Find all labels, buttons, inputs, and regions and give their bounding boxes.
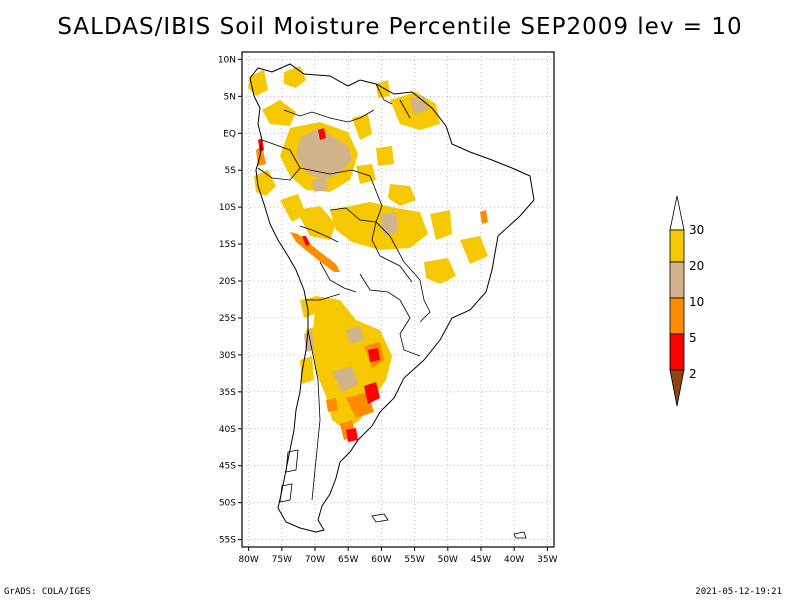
colorbar-segment-2-5 [669,333,685,371]
islands [279,449,527,539]
colorbar-segment-5-10 [669,297,685,335]
y-tick-label: 20S [219,277,236,287]
y-tick-label: 10S [219,203,236,213]
y-tick-label: 5N [224,92,236,102]
colorbar-segment-20-30 [669,229,685,263]
axis-ticks: 80W 75W 70W 65W 60W 55W 50W 45W 40W 35W 10N 5N EQ 5S 1… [218,55,558,565]
y-tick-label: 10N [218,55,236,65]
y-tick-label: 5S [225,166,237,176]
colorbar-under-arrow [669,369,685,407]
x-tick-label: 50W [438,555,458,565]
y-tick-label: 55S [219,536,236,546]
footer-credit: GrADS: COLA/IGES [4,587,91,597]
x-tick-label: 70W [305,555,325,565]
continent-outline [249,63,535,533]
y-tick-label: 15S [219,240,236,250]
x-tick-label: 60W [371,555,391,565]
colorbar-label: 5 [689,331,697,345]
y-tick-label: EQ [223,129,236,139]
colorbar-label: 20 [689,259,704,273]
y-tick-label: 35S [219,388,236,398]
x-tick-label: 40W [504,555,524,565]
shading-2-5 [258,128,380,442]
x-tick-label: 45W [471,555,491,565]
country-borders [257,83,431,501]
footer-timestamp: 2021-05-12-19:21 [695,587,782,597]
colorbar-segment-10-20 [669,261,685,299]
colorbar-over-arrow [669,195,685,231]
map-frame [241,51,555,548]
shading-5-10 [256,146,488,440]
x-tick-label: 55W [404,555,424,565]
x-tick-label: 75W [272,555,292,565]
x-tick-label: 65W [338,555,358,565]
y-tick-label: 45S [219,462,236,472]
y-tick-label: 40S [219,425,236,435]
colorbar-label: 10 [689,295,704,309]
graticule [242,52,554,547]
colorbar: 30 20 10 5 2 [669,195,704,407]
y-tick-label: 50S [219,499,236,509]
colorbar-label: 30 [689,223,704,237]
x-tick-label: 35W [537,555,557,565]
y-tick-label: 30S [219,351,236,361]
y-tick-label: 25S [219,314,236,324]
x-tick-label: 80W [238,555,258,565]
colorbar-label: 2 [689,367,697,381]
map-title: SALDAS/IBIS Soil Moisture Percentile SEP… [57,14,743,40]
